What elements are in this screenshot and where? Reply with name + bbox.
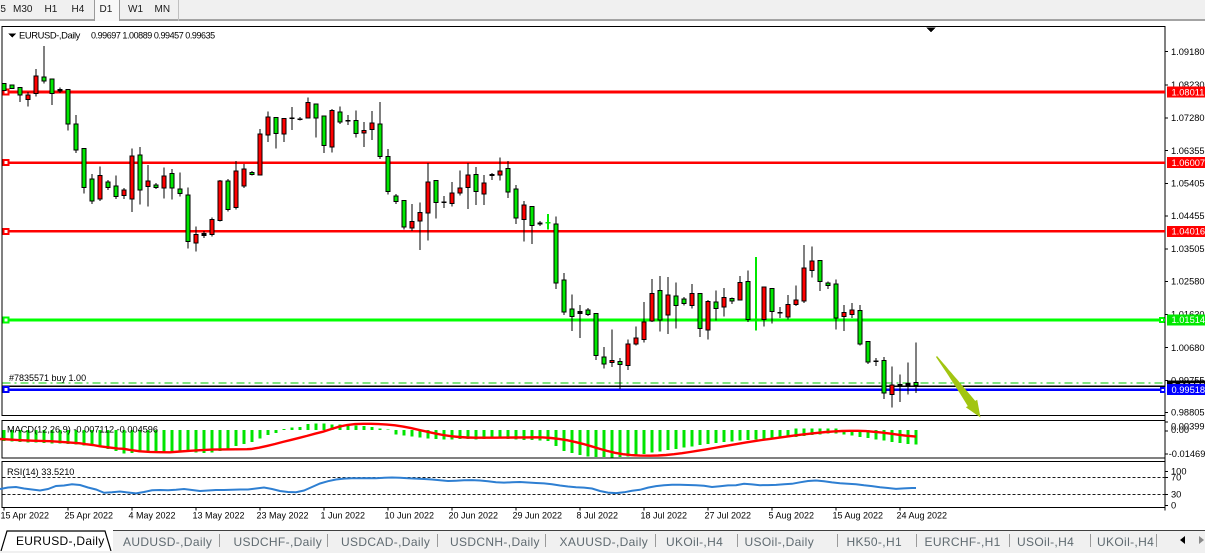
- svg-text:18 Jul 2022: 18 Jul 2022: [641, 511, 688, 521]
- svg-text:1.05405: 1.05405: [1171, 179, 1205, 189]
- svg-text:1 Jun 2022: 1 Jun 2022: [321, 511, 366, 521]
- svg-text:4 May 2022: 4 May 2022: [129, 511, 176, 521]
- svg-text:0.98805: 0.98805: [1171, 408, 1205, 418]
- svg-text:0.99697 1.00889 0.99457 0.9963: 0.99697 1.00889 0.99457 0.99635: [91, 31, 215, 41]
- svg-text:70: 70: [1171, 473, 1181, 483]
- svg-text:25 Apr 2022: 25 Apr 2022: [65, 511, 114, 521]
- svg-text:5 Aug 2022: 5 Aug 2022: [769, 511, 815, 521]
- svg-text:100: 100: [1171, 467, 1187, 477]
- svg-text:15 Apr 2022: 15 Apr 2022: [1, 511, 50, 521]
- svg-text:1.00680: 1.00680: [1171, 343, 1205, 353]
- svg-text:23 May 2022: 23 May 2022: [257, 511, 309, 521]
- svg-text:8 Jul 2022: 8 Jul 2022: [577, 511, 619, 521]
- svg-text:20 Jun 2022: 20 Jun 2022: [449, 511, 499, 521]
- svg-text:1.02580: 1.02580: [1171, 277, 1205, 287]
- svg-text:13 May 2022: 13 May 2022: [193, 511, 245, 521]
- svg-text:1.03505: 1.03505: [1171, 244, 1205, 254]
- svg-text:0.00399: 0.00399: [1171, 422, 1205, 432]
- svg-text:0.00: 0.00: [1171, 425, 1189, 435]
- svg-text:10 Jun 2022: 10 Jun 2022: [385, 511, 435, 521]
- svg-text:29 Jun 2022: 29 Jun 2022: [513, 511, 563, 521]
- svg-text:-0.01469: -0.01469: [1169, 449, 1205, 459]
- svg-text:MACD(12,26,9) -0.007112 -0.004: MACD(12,26,9) -0.007112 -0.004596: [7, 425, 158, 435]
- svg-text:15 Aug 2022: 15 Aug 2022: [833, 511, 884, 521]
- svg-text:1.06355: 1.06355: [1171, 146, 1205, 156]
- svg-text:1.04455: 1.04455: [1171, 211, 1205, 221]
- svg-text:1.01514: 1.01514: [1172, 315, 1205, 325]
- svg-text:0: 0: [1171, 501, 1176, 511]
- svg-text:1.09180: 1.09180: [1171, 47, 1205, 57]
- svg-text:0.99518: 0.99518: [1172, 385, 1205, 395]
- svg-text:1.07280: 1.07280: [1171, 113, 1205, 123]
- svg-text:#7835571 buy 1.00: #7835571 buy 1.00: [9, 373, 86, 383]
- svg-text:27 Jul 2022: 27 Jul 2022: [705, 511, 752, 521]
- svg-text:1.04016: 1.04016: [1172, 227, 1205, 237]
- svg-text:1.08011: 1.08011: [1172, 87, 1205, 97]
- svg-text:1.08230: 1.08230: [1171, 80, 1205, 90]
- svg-text:1.06007: 1.06007: [1172, 158, 1205, 168]
- svg-text:RSI(14) 33.5210: RSI(14) 33.5210: [7, 467, 74, 477]
- svg-text:EURUSD-,Daily: EURUSD-,Daily: [19, 30, 81, 41]
- svg-text:24 Aug 2022: 24 Aug 2022: [897, 511, 948, 521]
- svg-text:30: 30: [1171, 490, 1181, 500]
